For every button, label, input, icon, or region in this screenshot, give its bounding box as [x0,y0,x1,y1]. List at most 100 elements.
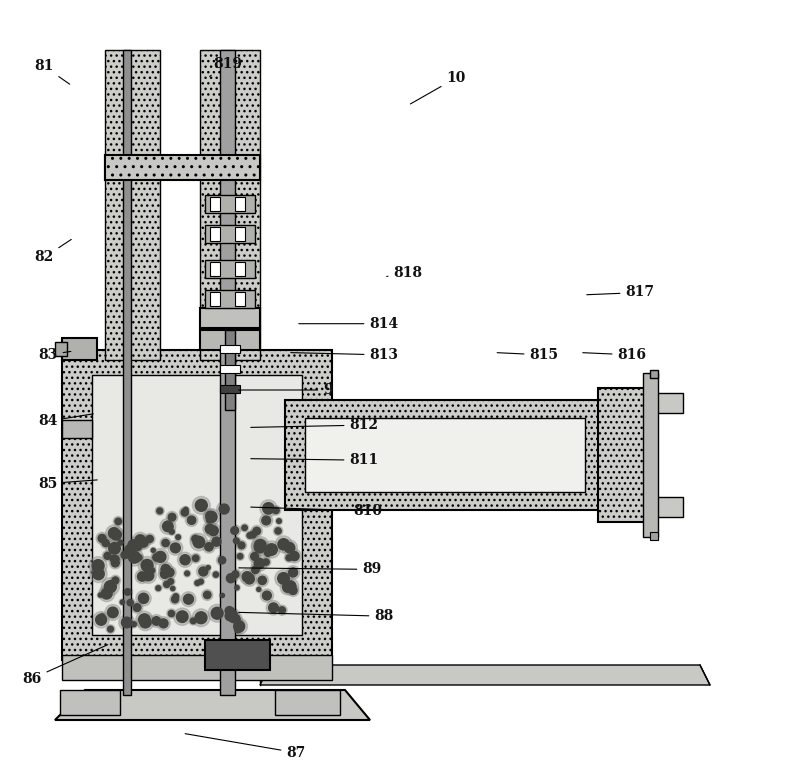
Circle shape [262,502,274,514]
Circle shape [277,605,287,615]
Circle shape [100,587,111,599]
Circle shape [98,586,114,601]
Circle shape [245,574,254,584]
Circle shape [126,537,142,553]
Circle shape [256,544,262,551]
Bar [210,292,220,306]
Circle shape [93,612,110,628]
Circle shape [172,593,180,601]
Circle shape [107,626,114,632]
Circle shape [112,577,119,583]
Circle shape [122,617,132,628]
Circle shape [195,612,207,624]
Circle shape [256,574,269,587]
Circle shape [138,594,149,604]
Circle shape [92,560,104,572]
Circle shape [161,569,169,578]
Circle shape [263,559,270,566]
Circle shape [163,566,176,579]
Circle shape [208,604,226,622]
Circle shape [226,612,240,625]
Circle shape [120,600,125,604]
Circle shape [118,540,123,545]
Bar [205,640,270,670]
Circle shape [98,534,106,542]
Circle shape [141,559,153,571]
Circle shape [266,601,281,615]
Circle shape [193,537,205,548]
Circle shape [224,572,238,585]
Circle shape [206,517,212,523]
Circle shape [105,604,121,620]
Bar [123,50,131,695]
Circle shape [100,537,111,548]
Circle shape [192,496,210,514]
Text: 85: 85 [38,477,98,491]
Circle shape [137,536,150,549]
Circle shape [211,608,223,619]
Circle shape [153,554,161,561]
Circle shape [229,525,241,537]
Circle shape [183,594,194,604]
Circle shape [107,607,118,618]
Circle shape [164,581,170,587]
Circle shape [220,594,225,597]
Circle shape [179,507,190,518]
Text: 9: 9 [238,383,333,397]
Circle shape [198,579,203,584]
Circle shape [108,527,124,543]
Bar [650,532,658,540]
Circle shape [251,555,267,571]
Circle shape [249,551,261,562]
Circle shape [138,537,147,546]
Bar [220,385,240,393]
Circle shape [119,599,126,605]
Circle shape [263,548,273,558]
Circle shape [138,556,156,574]
Circle shape [155,551,166,562]
Circle shape [160,537,171,548]
Circle shape [217,502,232,516]
Circle shape [285,543,294,553]
Circle shape [229,614,238,622]
Circle shape [110,555,116,562]
Bar [105,155,260,180]
Circle shape [122,551,132,559]
Circle shape [249,574,254,579]
Bar [648,497,683,517]
Circle shape [102,588,112,599]
Text: 813: 813 [290,348,398,362]
Circle shape [98,592,103,598]
Circle shape [124,589,131,595]
Circle shape [247,573,254,580]
Circle shape [234,626,242,633]
Circle shape [100,614,104,618]
Circle shape [186,514,198,526]
Circle shape [139,538,148,547]
Bar [235,262,245,276]
Bar [200,50,260,360]
Circle shape [158,568,171,580]
Circle shape [214,572,218,577]
Bar [235,292,245,306]
Circle shape [195,499,207,511]
Circle shape [134,604,141,612]
Circle shape [190,534,201,544]
Circle shape [109,528,119,539]
Circle shape [187,516,196,524]
Circle shape [152,548,169,565]
Circle shape [126,598,135,608]
Circle shape [254,558,265,569]
Circle shape [250,552,258,560]
Circle shape [119,549,130,561]
Circle shape [226,574,235,583]
Circle shape [112,555,119,563]
Circle shape [285,581,296,592]
Bar [205,195,255,213]
Circle shape [254,541,266,553]
Bar [220,50,235,695]
Circle shape [231,619,247,635]
Circle shape [193,555,199,562]
Circle shape [181,509,188,516]
Circle shape [171,596,178,603]
